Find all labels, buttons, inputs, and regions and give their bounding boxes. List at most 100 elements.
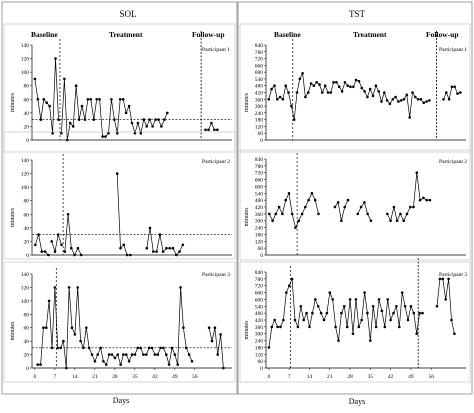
data-point	[332, 81, 335, 84]
data-point	[34, 243, 37, 247]
data-point	[213, 326, 217, 330]
panel-frame	[3, 23, 236, 153]
y-tick-label: 0	[260, 138, 263, 144]
data-point	[322, 318, 326, 322]
data-point	[160, 125, 163, 128]
y-tick-label: 180	[255, 345, 264, 351]
data-point	[307, 198, 310, 202]
data-point	[53, 286, 57, 289]
data-point	[374, 325, 378, 329]
data-point	[425, 198, 429, 202]
data-point	[63, 250, 67, 253]
y-tick-label: 660	[255, 291, 264, 297]
data-point	[270, 325, 274, 329]
data-point	[403, 305, 407, 308]
data-point	[290, 212, 294, 216]
data-point	[147, 346, 151, 350]
data-point	[310, 192, 314, 195]
data-point	[411, 91, 414, 94]
y-tick-label: 20	[24, 124, 30, 130]
y-axis-title: minutes	[10, 207, 16, 227]
data-point	[328, 291, 332, 294]
data-point	[158, 233, 162, 236]
y-tick-label: 660	[255, 178, 264, 184]
data-point	[314, 298, 317, 301]
data-point	[171, 246, 175, 250]
data-point	[308, 325, 311, 329]
participant-label: Participant 3	[439, 272, 467, 278]
data-point	[170, 346, 174, 350]
data-point	[268, 212, 271, 216]
data-point	[70, 326, 74, 330]
data-point	[276, 98, 279, 101]
y-tick-label: 120	[255, 124, 264, 130]
y-tick-label: 100	[21, 185, 30, 191]
data-point	[444, 298, 448, 301]
y-tick-label: 120	[21, 172, 30, 178]
data-point	[82, 346, 85, 350]
series-line	[51, 234, 62, 252]
data-point	[119, 363, 122, 366]
data-point	[438, 277, 442, 281]
data-point	[173, 353, 177, 356]
y-tick-label: 60	[24, 212, 30, 218]
data-point	[307, 91, 310, 94]
y-tick-label: 360	[255, 325, 264, 331]
panel-tst-3: 0601201802403003604204805406006607207808…	[239, 258, 471, 383]
data-point	[416, 98, 420, 101]
data-point	[388, 102, 392, 106]
data-point	[105, 363, 108, 366]
data-point	[101, 135, 104, 138]
data-point	[343, 81, 347, 84]
data-point	[77, 118, 81, 121]
data-point	[295, 91, 299, 94]
data-point	[453, 85, 457, 89]
data-point	[152, 250, 155, 253]
panel-frame	[239, 261, 471, 383]
data-point	[50, 240, 53, 243]
data-point	[445, 91, 448, 94]
data-point	[107, 131, 110, 135]
data-point	[453, 332, 456, 336]
y-tick-label: 660	[255, 63, 264, 69]
data-point	[395, 305, 398, 308]
data-point	[406, 318, 410, 322]
data-point	[312, 84, 316, 87]
y-tick-label: 80	[24, 199, 30, 205]
y-tick-label: 780	[255, 277, 264, 283]
y-tick-label: 540	[255, 304, 264, 310]
data-point	[395, 219, 399, 222]
data-point	[363, 90, 366, 93]
data-point	[389, 219, 392, 222]
y-tick-label: 40	[24, 226, 30, 232]
data-point	[345, 325, 349, 329]
data-point	[65, 366, 68, 370]
data-point	[409, 205, 412, 209]
data-point	[276, 325, 279, 329]
data-point	[127, 360, 131, 363]
x-tick-label: 28	[112, 374, 118, 380]
data-point	[54, 57, 57, 60]
y-tick-label: 240	[255, 226, 264, 232]
data-point	[42, 326, 45, 330]
data-point	[125, 353, 128, 356]
data-point	[366, 95, 369, 99]
data-point	[148, 226, 152, 230]
tst-x-axis-title: Days	[349, 397, 365, 406]
data-point	[304, 95, 307, 99]
data-point	[371, 94, 375, 98]
series-line	[268, 278, 423, 348]
data-point	[441, 277, 445, 281]
series-line	[334, 199, 349, 221]
tst-phase-treatment: Treatment	[353, 30, 387, 39]
data-point	[56, 346, 59, 350]
data-point	[279, 325, 282, 329]
data-point	[121, 98, 125, 101]
x-tick-label: 56	[192, 374, 198, 380]
y-tick-label: 480	[255, 84, 264, 90]
data-point	[366, 311, 369, 315]
data-point	[95, 98, 98, 101]
data-point	[89, 98, 93, 101]
data-point	[99, 346, 102, 350]
